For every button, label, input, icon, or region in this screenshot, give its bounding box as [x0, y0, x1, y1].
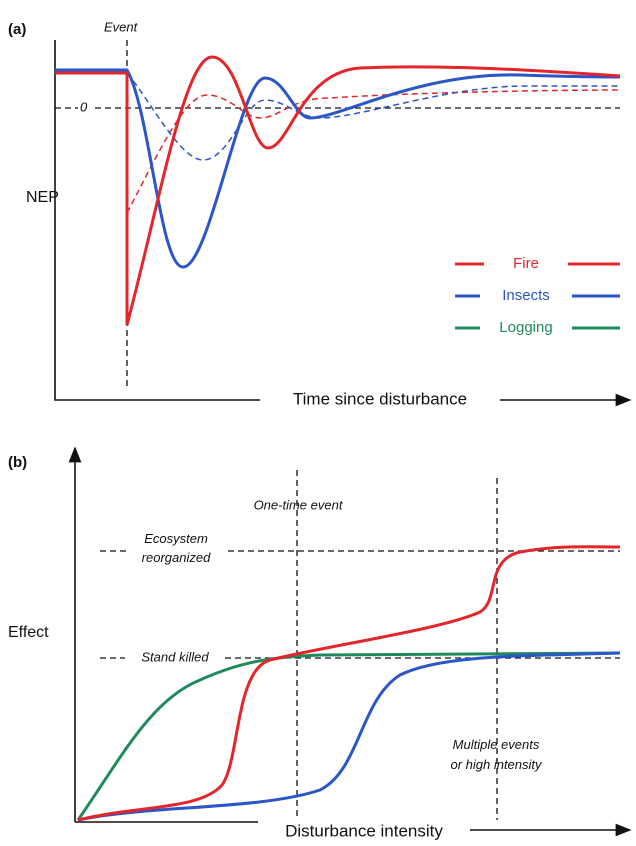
reorganized-label: Ecosystem reorganized	[142, 531, 211, 565]
panel-label: (b)	[8, 454, 27, 471]
legend-insects: Insects	[502, 287, 550, 304]
fire-dashed	[126, 89, 621, 214]
insects-curve	[77, 651, 621, 822]
line: Multiple events	[453, 737, 540, 752]
x-label: Time since disturbance	[293, 389, 467, 408]
zero-bg	[78, 100, 92, 116]
one-time-label: One-time event	[254, 497, 344, 512]
legend: Fire Insects Logging	[455, 255, 620, 336]
insects-curve	[55, 68, 621, 269]
y-label: Effect	[8, 624, 49, 641]
axes	[54, 40, 260, 401]
fire-curve	[77, 545, 621, 822]
panel-b: (b) Disturbance intensity Effect One-tim…	[8, 446, 632, 840]
line: or high intensity	[450, 757, 543, 772]
line: Ecosystem	[144, 531, 208, 546]
line: reorganized	[142, 550, 211, 565]
stand-label: Stand killed	[141, 649, 209, 664]
legend-fire: Fire	[513, 255, 539, 272]
legend-logging: Logging	[499, 319, 552, 336]
multiple-label: Multiple events or high intensity	[450, 737, 543, 772]
event-label: Event	[104, 19, 139, 34]
zero-label: 0	[80, 99, 88, 114]
panel-label: (a)	[8, 21, 26, 38]
x-label: Disturbance intensity	[285, 821, 443, 840]
y-label: NEP	[26, 189, 59, 206]
insects-dashed	[126, 72, 620, 161]
fire-curve	[55, 55, 621, 326]
panel-a: (a) Event 0 NEP Time since disturbance F…	[8, 19, 632, 408]
